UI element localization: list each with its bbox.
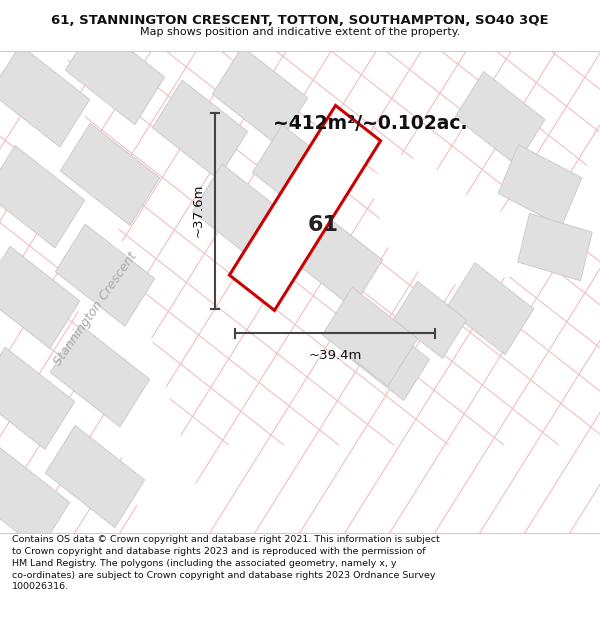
Polygon shape [498,144,582,226]
Polygon shape [0,448,70,550]
Text: Contains OS data © Crown copyright and database right 2021. This information is : Contains OS data © Crown copyright and d… [12,535,440,591]
Polygon shape [253,125,347,224]
Polygon shape [0,246,80,349]
Polygon shape [370,51,600,286]
Polygon shape [45,426,145,528]
Polygon shape [229,106,380,311]
Polygon shape [65,22,165,125]
Polygon shape [193,164,287,263]
Polygon shape [394,281,467,358]
Polygon shape [152,80,248,179]
Polygon shape [0,51,210,532]
Polygon shape [0,347,75,449]
Polygon shape [55,224,155,326]
Polygon shape [0,146,85,248]
Polygon shape [518,213,592,281]
Text: ~39.4m: ~39.4m [308,349,362,362]
Polygon shape [455,71,545,166]
Text: Stannington Crescent: Stannington Crescent [51,249,139,368]
Polygon shape [212,46,308,146]
Text: 61: 61 [308,215,338,235]
Polygon shape [60,123,160,226]
Text: ~412m²/~0.102ac.: ~412m²/~0.102ac. [273,114,467,134]
Polygon shape [446,262,534,355]
Polygon shape [350,318,430,401]
Text: Map shows position and indicative extent of the property.: Map shows position and indicative extent… [140,27,460,37]
Polygon shape [322,287,418,386]
Text: 61, STANNINGTON CRESCENT, TOTTON, SOUTHAMPTON, SO40 3QE: 61, STANNINGTON CRESCENT, TOTTON, SOUTHA… [51,14,549,28]
Text: ~37.6m: ~37.6m [192,184,205,238]
Polygon shape [50,325,150,427]
Polygon shape [287,209,383,308]
Polygon shape [0,45,90,147]
